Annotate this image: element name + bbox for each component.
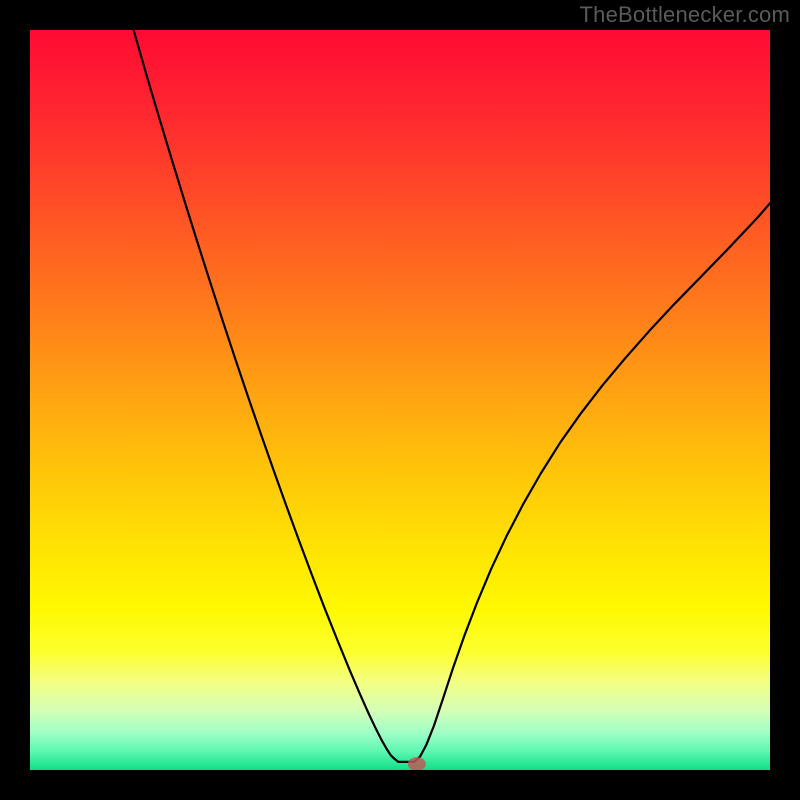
watermark-text: TheBottlenecker.com (580, 2, 790, 28)
optimal-point-marker (408, 757, 426, 771)
plot-background-gradient (30, 30, 770, 770)
chart-stage: TheBottlenecker.com (0, 0, 800, 800)
bottleneck-chart (0, 0, 800, 800)
